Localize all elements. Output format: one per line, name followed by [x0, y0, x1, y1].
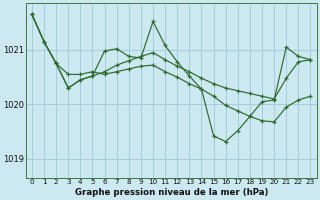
X-axis label: Graphe pression niveau de la mer (hPa): Graphe pression niveau de la mer (hPa): [75, 188, 268, 197]
